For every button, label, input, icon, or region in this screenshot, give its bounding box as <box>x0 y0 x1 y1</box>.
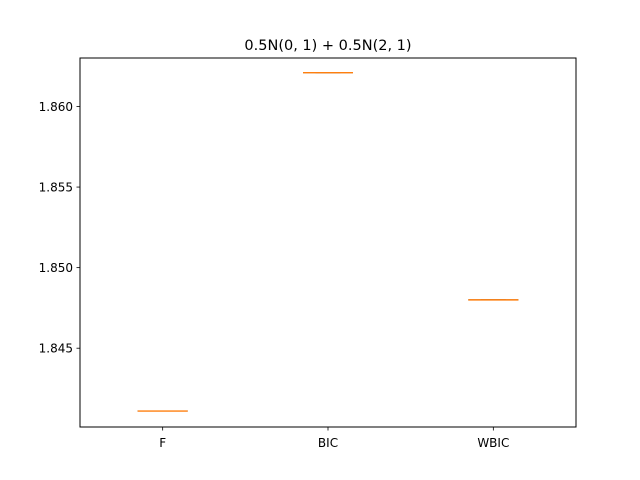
y-tick-label: 1.845 <box>39 342 73 356</box>
chart-title: 0.5N(0, 1) + 0.5N(2, 1) <box>244 38 411 54</box>
x-tick-label: WBIC <box>477 436 509 450</box>
y-tick-label: 1.850 <box>39 261 73 275</box>
axes-frame <box>79 57 577 428</box>
x-tick-label: F <box>159 436 166 450</box>
plot-area: 1.845 1.850 1.855 1.860 F BIC WBIC <box>39 71 519 450</box>
y-tick-label: 1.855 <box>39 181 73 195</box>
x-tick-label: BIC <box>318 436 338 450</box>
y-tick-label: 1.860 <box>39 100 73 114</box>
